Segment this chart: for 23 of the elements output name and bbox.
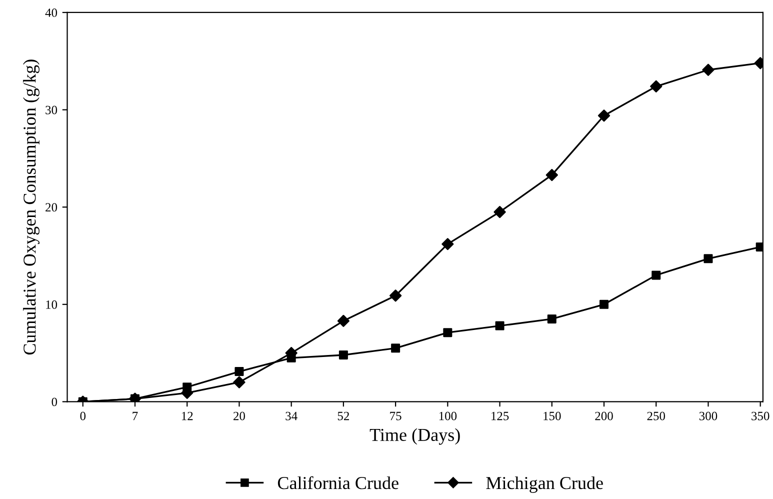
y-tick-label: 0 bbox=[52, 398, 58, 406]
y-axis-title: Cumulative Oxygen Consumption (g/kg) bbox=[23, 60, 40, 355]
x-tick-label: 125 bbox=[492, 412, 509, 420]
x-tick-label: 250 bbox=[647, 412, 666, 420]
x-tick-label: 300 bbox=[699, 412, 718, 420]
x-tick-label: 34 bbox=[286, 412, 298, 420]
legend-label: Michigan Crude bbox=[486, 476, 603, 493]
x-tick-label: 350 bbox=[752, 412, 770, 420]
x-axis-title: Time (Days) bbox=[370, 428, 460, 445]
x-tick-label: 200 bbox=[595, 412, 613, 420]
x-tick-label: 20 bbox=[234, 412, 245, 420]
x-tick-label: 100 bbox=[439, 412, 457, 420]
x-tick-label: 75 bbox=[390, 412, 402, 420]
y-tick-label: 20 bbox=[46, 203, 58, 212]
x-tick-label: 0 bbox=[80, 412, 86, 420]
x-tick-label: 7 bbox=[132, 412, 138, 420]
y-tick-label: 40 bbox=[45, 8, 58, 17]
x-tick-label: 12 bbox=[182, 412, 193, 420]
x-tick-label: 150 bbox=[544, 412, 561, 420]
y-tick-label: 10 bbox=[46, 300, 58, 309]
legend-label: California Crude bbox=[278, 476, 398, 490]
y-tick-label: 30 bbox=[46, 106, 58, 114]
x-tick-label: 52 bbox=[338, 412, 350, 420]
